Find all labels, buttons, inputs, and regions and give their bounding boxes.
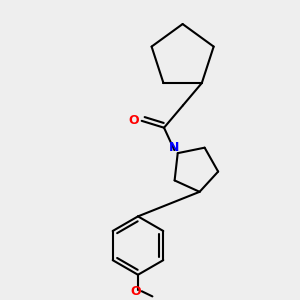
Text: O: O: [130, 285, 140, 298]
Text: N: N: [169, 141, 179, 154]
Text: O: O: [129, 114, 140, 127]
